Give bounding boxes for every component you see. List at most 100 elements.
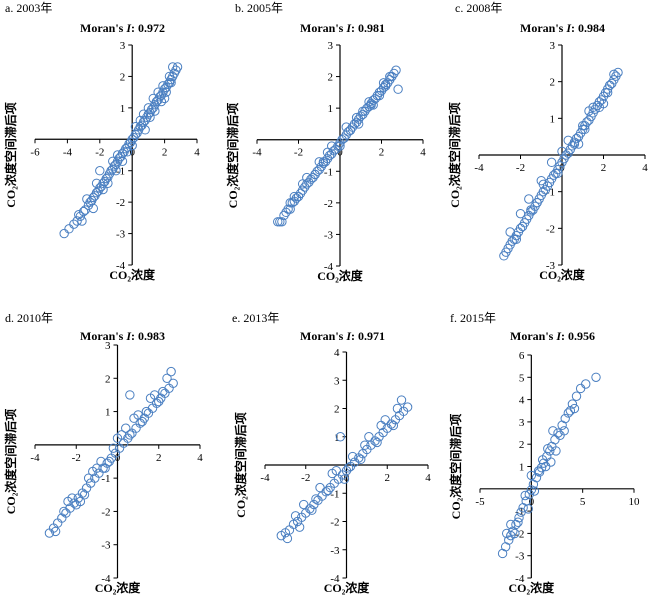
scatter-point bbox=[155, 92, 165, 102]
y-tick-label: -4 bbox=[515, 573, 525, 585]
scatter-point bbox=[560, 413, 570, 424]
scatter-point bbox=[353, 119, 364, 129]
moran-title: Moran's I: 0.972 bbox=[80, 21, 165, 35]
y-tick-label: -3 bbox=[116, 229, 126, 241]
y-tick-label: 4 bbox=[334, 347, 340, 359]
scatter-point bbox=[164, 71, 175, 82]
scatter-point bbox=[109, 161, 120, 171]
scatter-point bbox=[64, 224, 74, 234]
y-tick-label: 3 bbox=[328, 40, 334, 52]
scatter-point bbox=[391, 65, 401, 75]
scatter-point bbox=[138, 109, 149, 119]
scatter-point bbox=[125, 430, 135, 440]
scatter-point bbox=[103, 178, 113, 188]
y-tick-label: -4 bbox=[330, 573, 340, 585]
scatter-point bbox=[323, 485, 333, 496]
scatter-point bbox=[392, 403, 403, 414]
scatter-point bbox=[112, 150, 123, 160]
y-tick-label: 4 bbox=[519, 395, 525, 407]
x-tick-label: 0 bbox=[129, 146, 135, 158]
scatter-point bbox=[501, 528, 512, 539]
y-tick-label: -1 bbox=[101, 473, 110, 485]
y-tick-label: -3 bbox=[101, 540, 111, 552]
scatter-point bbox=[536, 462, 547, 473]
scatter-point bbox=[396, 395, 407, 405]
scatter-point bbox=[59, 228, 69, 239]
scatter-point bbox=[529, 486, 540, 496]
scatter-point bbox=[551, 446, 561, 456]
scatter-point bbox=[63, 496, 73, 507]
scatter-point bbox=[106, 166, 116, 176]
scatter-point bbox=[154, 396, 164, 407]
scatter-point bbox=[172, 62, 183, 72]
scatter-point bbox=[602, 87, 613, 98]
x-axis-title: CO₂浓度 bbox=[317, 268, 364, 283]
scatter-point bbox=[380, 415, 390, 425]
scatter-point bbox=[569, 139, 580, 149]
scatter-point bbox=[307, 505, 317, 515]
scatter-point bbox=[504, 535, 514, 545]
scatter-point bbox=[98, 184, 108, 195]
y-axis-title: CO₂浓度空间滞后项 bbox=[447, 102, 462, 208]
scatter-point bbox=[538, 179, 549, 190]
scatter-point bbox=[520, 490, 530, 501]
scatter-point bbox=[318, 157, 329, 167]
scatter-point bbox=[74, 210, 84, 220]
scatter-point bbox=[72, 216, 82, 226]
panel-label: e. 2013年 bbox=[232, 311, 279, 325]
x-tick-label: 0 bbox=[337, 147, 343, 159]
scatter-point bbox=[609, 69, 619, 80]
scatter-point bbox=[563, 408, 573, 418]
scatter-point bbox=[122, 147, 133, 157]
scatter-point bbox=[77, 216, 87, 226]
scatter-point bbox=[88, 203, 99, 214]
x-tick-label: -4 bbox=[252, 147, 262, 159]
x-tick-label: 2 bbox=[379, 147, 385, 159]
scatter-point bbox=[130, 122, 141, 132]
panel-6: f. 2015年 Moran's I: 0.956 -5 0 5 10 -4 -3 -2 -1 1 2… bbox=[448, 311, 640, 595]
y-tick-label: -1 bbox=[116, 166, 125, 178]
y-axis-title: CO₂浓度空间滞后项 bbox=[448, 414, 463, 520]
scatter-point bbox=[569, 403, 580, 414]
y-tick-label: 2 bbox=[328, 72, 334, 84]
scatter-point bbox=[531, 472, 542, 483]
scatter-point bbox=[526, 470, 537, 481]
scatter-point bbox=[605, 80, 615, 91]
y-tick-label: 1 bbox=[328, 103, 334, 115]
scatter-point bbox=[79, 490, 90, 500]
scatter-point bbox=[100, 463, 110, 473]
y-tick-label: -3 bbox=[546, 260, 556, 272]
scatter-point bbox=[112, 433, 123, 443]
scatter-point bbox=[573, 139, 584, 149]
scatter-point bbox=[275, 217, 285, 227]
x-tick-label: -4 bbox=[63, 146, 73, 158]
scatter-point bbox=[524, 194, 534, 204]
y-tick-label: 3 bbox=[120, 40, 126, 52]
x-tick-label: -2 bbox=[301, 472, 310, 484]
scatter-point bbox=[567, 399, 578, 409]
scatter-point bbox=[532, 197, 542, 208]
y-tick-label: 2 bbox=[334, 404, 340, 416]
scatter-point bbox=[285, 204, 295, 214]
scatter-point bbox=[135, 115, 146, 126]
x-tick-label: 2 bbox=[156, 452, 162, 464]
scatter-point bbox=[59, 506, 69, 517]
y-tick-label: 3 bbox=[519, 417, 525, 429]
y-tick-label: 3 bbox=[550, 40, 556, 52]
panel-label: c. 2008年 bbox=[455, 1, 502, 15]
scatter-point bbox=[578, 120, 588, 131]
scatter-point bbox=[88, 192, 99, 203]
scatter-point bbox=[364, 432, 374, 442]
y-tick-label: -2 bbox=[101, 506, 110, 518]
scatter-point bbox=[111, 166, 121, 176]
scatter-point bbox=[581, 379, 591, 389]
x-tick-label: 4 bbox=[420, 147, 426, 159]
scatter-point bbox=[545, 446, 555, 456]
x-tick-label: -4 bbox=[30, 452, 40, 464]
y-tick-label: 2 bbox=[120, 71, 126, 83]
scatter-point bbox=[127, 140, 137, 151]
scatter-point bbox=[559, 426, 569, 436]
x-tick-label: 0 bbox=[529, 496, 535, 508]
y-tick-label: -1 bbox=[515, 506, 524, 518]
scatter-point bbox=[557, 146, 567, 157]
